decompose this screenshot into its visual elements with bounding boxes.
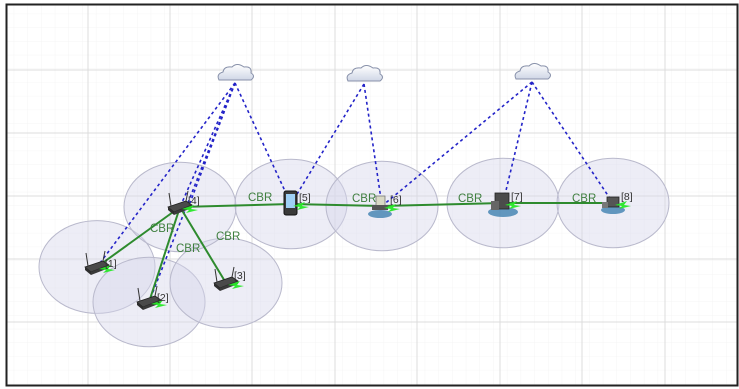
cbr-link-label: CBR <box>248 192 272 204</box>
wireless-link <box>531 81 614 204</box>
wireless-links <box>96 81 614 303</box>
cbr-link <box>179 206 227 284</box>
node-n1[interactable]: [1] <box>84 250 117 275</box>
cbr-link-label: CBR <box>458 193 482 205</box>
node-n5[interactable]: [5] <box>283 190 311 216</box>
wireless-link <box>381 81 533 207</box>
cloud-icon[interactable] <box>217 64 254 81</box>
canvas-border <box>5 3 739 387</box>
node-n3[interactable]: [3] <box>213 266 246 291</box>
major-grid <box>6 4 737 385</box>
node-label: [8] <box>621 191 633 203</box>
node-label: [6] <box>390 194 402 206</box>
node-label: [7] <box>511 191 523 203</box>
cbr-link-label: CBR <box>150 223 174 235</box>
node-label: [3] <box>234 270 246 282</box>
wireless-link <box>234 82 292 205</box>
node-label: [4] <box>188 195 200 207</box>
node-n8[interactable]: [8] <box>601 191 633 214</box>
station-icon <box>375 195 386 207</box>
wireless-link <box>96 82 236 268</box>
cbr-link-label: CBR <box>572 193 596 205</box>
wireless-link <box>502 81 533 204</box>
node-label: [5] <box>299 192 311 204</box>
node-n6[interactable]: [6] <box>368 194 402 218</box>
station-base-icon <box>368 210 392 218</box>
wireless-ranges <box>38 157 670 348</box>
wireless-link <box>363 83 383 207</box>
cbr-link <box>290 203 383 207</box>
cbr-link-label: CBR <box>352 193 376 205</box>
clouds <box>217 63 551 82</box>
cbr-link-label: CBR <box>216 231 240 243</box>
cloud-icon[interactable] <box>346 65 383 82</box>
cbr-link-label: CBR <box>176 243 200 255</box>
cbr-links <box>96 202 613 303</box>
cbr-link <box>381 202 504 207</box>
cbr-link <box>179 203 292 208</box>
node-n2[interactable]: [2] <box>136 285 169 310</box>
cbr-link <box>148 206 181 303</box>
server-small-icon <box>606 196 620 208</box>
node-n7[interactable]: [7] <box>488 191 523 217</box>
node-n4[interactable]: [4] <box>167 190 200 215</box>
cbr-link <box>96 206 181 268</box>
nodes: [1] [2] [3] [4] [5] [6] [7] [8] <box>84 190 633 310</box>
wireless-link <box>179 82 236 208</box>
cloud-icon[interactable] <box>514 63 551 80</box>
node-label: [1] <box>105 258 117 270</box>
node-label: [2] <box>157 292 169 304</box>
